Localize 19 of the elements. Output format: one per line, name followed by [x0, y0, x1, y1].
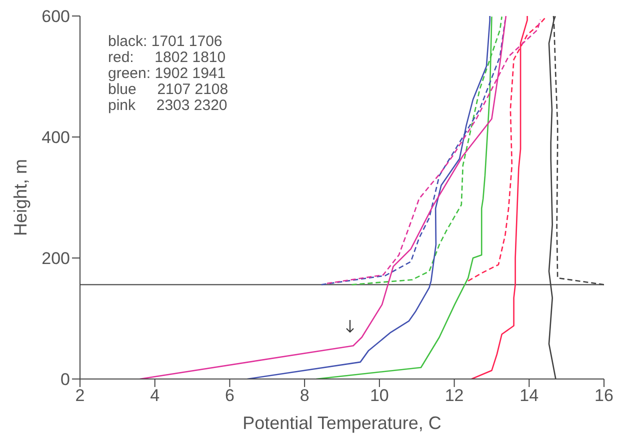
y-tick-label: 0 — [60, 370, 70, 390]
y-tick-label: 200 — [42, 249, 70, 268]
y-axis-title: Height, m — [10, 158, 30, 236]
annotation: blue 2107 2108 — [108, 81, 228, 98]
x-tick-label: 10 — [370, 386, 389, 406]
x-tick-label: 6 — [224, 386, 234, 406]
x-tick-label: 16 — [594, 386, 614, 406]
annotation: pink 2303 2320 — [108, 97, 228, 114]
x-tick-label: 14 — [520, 386, 539, 406]
x-tick-label: 8 — [300, 386, 310, 406]
x-tick-label: 4 — [150, 386, 160, 406]
annotation: red: 1802 1810 — [108, 49, 227, 66]
y-tick-label: 600 — [42, 7, 70, 26]
x-axis-title: Potential Temperature, C — [242, 413, 442, 433]
x-tick-label: 12 — [444, 386, 464, 406]
annotation: black: 1701 1706 — [108, 33, 224, 50]
y-tick-label: 400 — [42, 128, 70, 148]
x-tick-label: 2 — [75, 386, 85, 406]
annotation: green: 1902 1941 — [108, 65, 227, 82]
